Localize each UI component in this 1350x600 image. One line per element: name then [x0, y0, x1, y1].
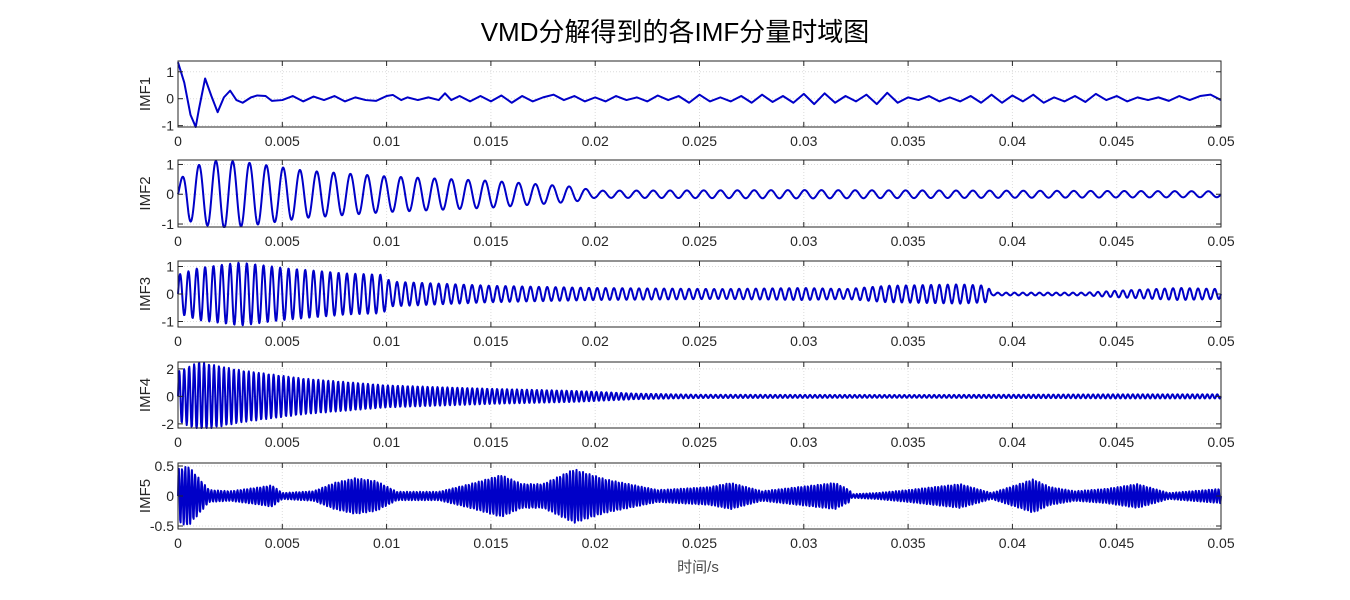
x-tick-label: 0.015	[473, 233, 508, 249]
y-tick-label: 2	[166, 361, 174, 377]
x-tick-label: 0.04	[999, 233, 1026, 249]
x-tick-label: 0.01	[373, 233, 400, 249]
x-tick-label: 0.015	[473, 333, 508, 349]
x-tick-label: 0.045	[1099, 233, 1134, 249]
x-tick-label: 0.03	[790, 133, 817, 149]
x-tick-label: 0.045	[1099, 133, 1134, 149]
x-tick-label: 0.005	[265, 535, 300, 551]
x-tick-label: 0.04	[999, 535, 1026, 551]
x-tick-label: 0.015	[473, 535, 508, 551]
x-tick-label: 0.045	[1099, 535, 1134, 551]
x-tick-label: 0.035	[891, 133, 926, 149]
x-tick-label: 0.02	[582, 333, 609, 349]
y-tick-label: -1	[162, 118, 175, 134]
x-tick-label: 0.025	[682, 434, 717, 450]
y-axis-label: IMF3	[137, 277, 154, 311]
y-tick-label: -2	[162, 416, 175, 432]
y-axis-label: IMF4	[137, 378, 154, 412]
subplot-imf2: 0 0.005 0.01 0.015 0.02 0.025 0.03 0.035 0.04 0.0…	[137, 156, 1235, 249]
x-tick-label: 0	[174, 434, 182, 450]
x-tick-label: 0.03	[790, 233, 817, 249]
y-tick-label: 0	[166, 286, 174, 302]
y-tick-label: -1	[162, 216, 175, 232]
x-tick-label: 0	[174, 233, 182, 249]
x-tick-label: 0	[174, 535, 182, 551]
x-tick-label: 0.015	[473, 434, 508, 450]
signal-line-imf5	[177, 466, 1222, 526]
x-tick-label: 0.05	[1207, 535, 1234, 551]
y-tick-label: -0.5	[150, 518, 174, 534]
x-tick-label: 0.05	[1207, 233, 1234, 249]
subplot-imf5: 0 0.005 0.01 0.015 0.02 0.025 0.03 0.035 0.04 0.0…	[137, 458, 1235, 551]
subplot-panels: 0 0.005 0.01 0.015 0.02 0.025 0.03 0.035 0.04 0.0…	[137, 60, 1235, 551]
x-tick-label: 0.02	[582, 233, 609, 249]
x-tick-label: 0.05	[1207, 333, 1234, 349]
x-tick-label: 0.035	[891, 535, 926, 551]
x-axis-label: 时间/s	[677, 559, 719, 576]
x-tick-label: 0.03	[790, 434, 817, 450]
figure-title: VMD分解得到的各IMF分量时域图	[481, 17, 870, 47]
x-tick-label: 0.03	[790, 535, 817, 551]
x-tick-label: 0.02	[582, 535, 609, 551]
subplot-imf1: 0 0.005 0.01 0.015 0.02 0.025 0.03 0.035 0.04 0.0…	[137, 60, 1235, 149]
x-tick-label: 0.05	[1207, 133, 1234, 149]
x-tick-label: 0.035	[891, 434, 926, 450]
x-tick-label: 0.045	[1099, 434, 1134, 450]
x-tick-label: 0.005	[265, 233, 300, 249]
y-tick-label: -1	[162, 314, 175, 330]
x-tick-label: 0.015	[473, 133, 508, 149]
x-tick-label: 0.025	[682, 535, 717, 551]
y-tick-label: 0	[166, 488, 174, 504]
x-tick-label: 0.005	[265, 333, 300, 349]
y-axis-label: IMF5	[137, 479, 154, 513]
x-tick-label: 0.03	[790, 333, 817, 349]
y-tick-label: 0	[166, 388, 174, 404]
signal-line-imf3	[177, 261, 1222, 327]
x-tick-label: 0.04	[999, 333, 1026, 349]
x-tick-label: 0.025	[682, 133, 717, 149]
x-tick-label: 0.035	[891, 233, 926, 249]
subplot-imf4: 0 0.005 0.01 0.015 0.02 0.025 0.03 0.035 0.04 0.0…	[137, 361, 1235, 450]
y-tick-label: 1	[166, 259, 174, 275]
x-tick-label: 0.025	[682, 333, 717, 349]
x-tick-label: 0.045	[1099, 333, 1134, 349]
y-axis-label: IMF1	[137, 77, 154, 111]
x-tick-label: 0.01	[373, 535, 400, 551]
x-tick-label: 0.02	[582, 434, 609, 450]
x-tick-label: 0.01	[373, 434, 400, 450]
signal-line-imf4	[177, 362, 1222, 429]
y-tick-label: 0.5	[155, 458, 175, 474]
x-tick-label: 0	[174, 133, 182, 149]
x-tick-label: 0.01	[373, 333, 400, 349]
x-tick-label: 0.04	[999, 133, 1026, 149]
x-tick-label: 0.025	[682, 233, 717, 249]
x-tick-label: 0.05	[1207, 434, 1234, 450]
x-tick-label: 0.005	[265, 434, 300, 450]
y-tick-label: 0	[166, 91, 174, 107]
y-axis-label: IMF2	[137, 176, 154, 210]
x-tick-label: 0.02	[582, 133, 609, 149]
x-tick-label: 0	[174, 333, 182, 349]
y-tick-label: 1	[166, 156, 174, 172]
x-tick-label: 0.035	[891, 333, 926, 349]
x-tick-label: 0.005	[265, 133, 300, 149]
subplot-imf3: 0 0.005 0.01 0.015 0.02 0.025 0.03 0.035 0.04 0.0…	[137, 259, 1235, 350]
y-tick-label: 1	[166, 64, 174, 80]
x-tick-label: 0.04	[999, 434, 1026, 450]
x-tick-label: 0.01	[373, 133, 400, 149]
signal-line-imf2	[177, 159, 1222, 228]
y-tick-label: 0	[166, 186, 174, 202]
signal-line-imf1	[177, 62, 1222, 128]
